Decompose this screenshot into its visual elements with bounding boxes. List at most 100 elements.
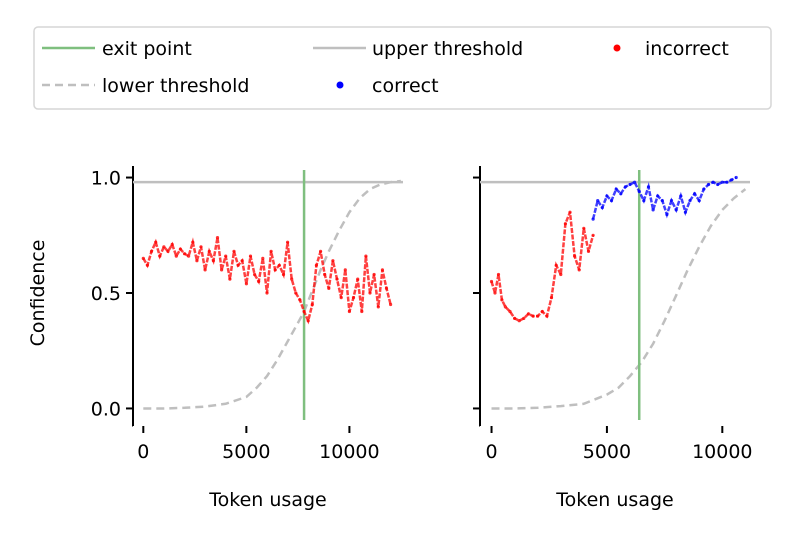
- confidence-point: [368, 291, 372, 295]
- confidence-point: [591, 233, 595, 237]
- legend-entry-lower: lower threshold: [42, 75, 249, 97]
- confidence-point: [294, 291, 298, 295]
- confidence-point: [522, 316, 526, 320]
- confidence-point: [236, 263, 240, 267]
- confidence-point: [619, 192, 623, 196]
- confidence-point: [364, 254, 368, 258]
- legend-entry-correct: correct: [336, 75, 439, 97]
- confidence-point: [376, 305, 380, 309]
- legend-frame: [33, 26, 772, 110]
- confidence-point: [195, 259, 199, 263]
- confidence-point: [277, 263, 281, 267]
- confidence-point: [154, 240, 158, 244]
- confidence-point: [343, 268, 347, 272]
- confidence-point: [493, 291, 497, 295]
- confidence-point: [335, 277, 339, 281]
- confidence-point: [573, 254, 577, 258]
- lower-threshold-curve: [143, 179, 402, 410]
- confidence-point: [203, 268, 207, 272]
- confidence-point: [591, 217, 595, 221]
- confidence-point: [711, 180, 715, 184]
- confidence-point: [306, 319, 310, 323]
- legend-label-exit: exit point: [102, 38, 192, 60]
- confidence-point: [683, 210, 688, 214]
- confidence-point: [187, 254, 191, 258]
- confidence-point: [669, 199, 674, 203]
- confidence-point: [651, 208, 655, 212]
- x-tick-label: 10000: [319, 441, 379, 463]
- confidence-point: [500, 298, 504, 302]
- legend-label-lower: lower threshold: [102, 75, 249, 97]
- legend-swatch-incorrect: [613, 44, 621, 52]
- confidence-point: [637, 189, 641, 193]
- confidence-point: [526, 312, 531, 316]
- confidence-point: [679, 194, 683, 198]
- confidence-series-line: [490, 211, 595, 323]
- confidence-point: [351, 296, 356, 300]
- confidence-point: [372, 272, 376, 277]
- legend-label-upper: upper threshold: [372, 38, 523, 60]
- legend-entry-exit: exit point: [42, 38, 192, 60]
- confidence-point: [327, 286, 331, 290]
- confidence-point: [286, 240, 290, 244]
- confidence-point: [356, 277, 360, 281]
- confidence-point: [531, 314, 535, 318]
- y-tick-label: 0.0: [91, 398, 121, 420]
- confidence-point: [600, 206, 604, 210]
- confidence-point: [269, 249, 273, 253]
- confidence-point: [215, 236, 220, 240]
- legend-label-incorrect: incorrect: [645, 38, 729, 60]
- confidence-series-line: [591, 176, 737, 220]
- confidence-point: [248, 254, 253, 258]
- confidence-point: [660, 199, 664, 203]
- confidence-point: [178, 247, 182, 251]
- confidence-point: [646, 185, 651, 189]
- confidence-point: [586, 249, 591, 253]
- legend: exit point upper threshold incorrect low…: [33, 26, 772, 110]
- confidence-point: [191, 240, 195, 244]
- confidence-point: [261, 256, 265, 260]
- confidence-point: [633, 180, 637, 184]
- confidence-point: [623, 185, 628, 189]
- confidence-point: [729, 178, 734, 182]
- confidence-point: [310, 302, 314, 307]
- confidence-point: [253, 272, 257, 277]
- confidence-point: [384, 286, 389, 290]
- confidence-point: [536, 314, 540, 318]
- confidence-point: [697, 199, 701, 203]
- legend-entry-upper: upper threshold: [313, 38, 523, 60]
- confidence-point: [149, 249, 154, 253]
- confidence-point: [656, 194, 660, 198]
- confidence-point: [549, 296, 554, 300]
- legend-swatch-correct: [336, 81, 344, 89]
- x-tick-label: 0: [485, 441, 497, 463]
- confidence-point: [609, 199, 614, 203]
- confidence-point: [563, 222, 568, 226]
- confidence-point: [314, 263, 318, 267]
- confidence-point: [244, 282, 248, 286]
- confidence-point: [389, 302, 393, 307]
- confidence-point: [228, 277, 232, 281]
- confidence-point: [642, 199, 646, 203]
- confidence-point: [211, 259, 215, 263]
- confidence-point: [513, 316, 517, 320]
- confidence-point: [220, 268, 224, 272]
- legend-entry-incorrect: incorrect: [613, 38, 729, 60]
- confidence-point: [734, 175, 738, 180]
- confidence-point: [257, 279, 261, 284]
- confidence-point: [540, 309, 544, 314]
- confidence-point: [207, 249, 211, 253]
- confidence-point: [496, 272, 501, 277]
- confidence-point: [347, 309, 351, 314]
- confidence-point: [489, 279, 494, 284]
- y-tick-label: 1.0: [91, 168, 121, 190]
- confidence-point: [559, 272, 563, 277]
- x-axis-label: Token usage: [208, 489, 326, 511]
- confidence-point: [141, 256, 145, 260]
- legend-label-correct: correct: [372, 75, 439, 97]
- confidence-point: [380, 268, 384, 272]
- confidence-point: [554, 263, 558, 267]
- confidence-point: [693, 192, 697, 196]
- confidence-point: [145, 263, 149, 267]
- lower-threshold-curve: [491, 188, 747, 410]
